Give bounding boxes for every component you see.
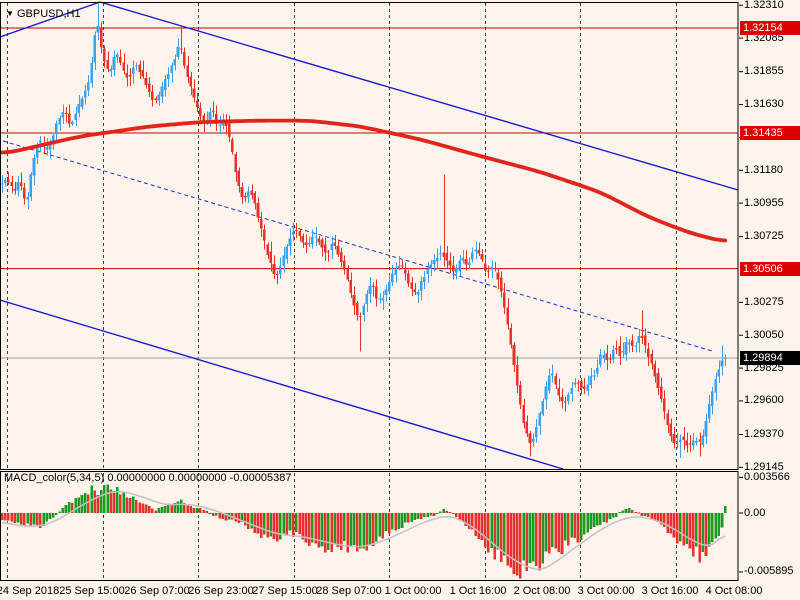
macd-title: MACD_color(5,34,5) xyxy=(4,472,105,484)
time-tick-label: 25 Sep 15:00 xyxy=(59,585,125,597)
macd-tick-label: 0.003566 xyxy=(744,470,790,483)
time-tick-label: 24 Sep 2018 xyxy=(0,585,60,597)
price-level-box: 1.31435 xyxy=(740,126,800,140)
price-axis[interactable] xyxy=(739,0,800,581)
price-tick-label: 1.30275 xyxy=(744,295,784,308)
price-level-box: 1.32154 xyxy=(740,21,800,36)
time-tick-label: 1 Oct 16:00 xyxy=(449,585,507,597)
time-tick-label: 26 Sep 23:00 xyxy=(188,585,254,597)
price-chart-area[interactable] xyxy=(0,2,739,470)
price-tick-label: 1.32310 xyxy=(744,0,784,11)
time-tick-label: 3 Oct 16:00 xyxy=(641,585,699,597)
price-tick-label: 1.31630 xyxy=(744,98,784,111)
price-tick-label: 1.30955 xyxy=(744,196,784,209)
price-tick-label: 1.30725 xyxy=(744,230,784,243)
macd-tick-label: 0.00 xyxy=(744,506,766,519)
current-price-box: 1.29894 xyxy=(740,351,800,365)
symbol-text: GBPUSD,H1 xyxy=(16,8,81,20)
macd-values: 0.00000000 0.00000000 -0.00005387 xyxy=(107,472,292,484)
price-tick-label: 1.29600 xyxy=(744,394,784,407)
time-tick-label: 3 Oct 00:00 xyxy=(577,585,635,597)
price-tick-label: 1.29145 xyxy=(744,460,784,473)
price-tick-label: 1.31855 xyxy=(744,65,784,78)
macd-indicator-label: MACD_color(5,34,5) 0.00000000 0.00000000… xyxy=(4,472,291,485)
symbol-dropdown-icon[interactable]: ▼ xyxy=(6,9,14,18)
macd-tick-label: -0.005895 xyxy=(744,565,794,578)
time-tick-label: 4 Oct 08:00 xyxy=(705,585,763,597)
time-tick-label: 1 Oct 00:00 xyxy=(384,585,442,597)
time-tick-label: 2 Oct 08:00 xyxy=(513,585,571,597)
time-axis[interactable] xyxy=(0,581,800,600)
price-tick-label: 1.30050 xyxy=(744,328,784,341)
symbol-timeframe-label: ▼ GBPUSD,H1 xyxy=(6,7,81,21)
price-tick-label: 1.29370 xyxy=(744,428,784,440)
time-tick-label: 27 Sep 15:00 xyxy=(252,585,318,597)
time-tick-label: 28 Sep 07:00 xyxy=(316,585,382,597)
price-level-box: 1.30506 xyxy=(740,261,800,276)
macd-indicator-area[interactable] xyxy=(0,471,739,581)
price-tick-label: 1.31180 xyxy=(744,163,783,176)
time-tick-label: 26 Sep 07:00 xyxy=(124,585,190,597)
